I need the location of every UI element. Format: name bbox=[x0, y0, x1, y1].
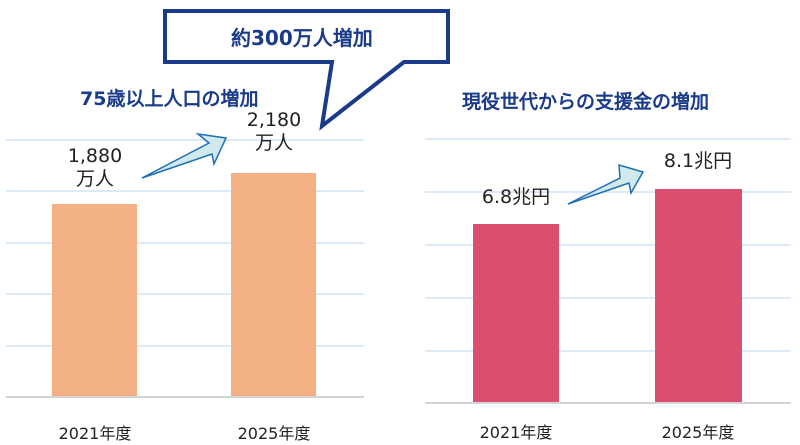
value-label-unit: 万人 bbox=[75, 168, 114, 190]
gridline bbox=[425, 350, 791, 352]
left-chart-title: 75歳以上人口の増加 bbox=[80, 88, 259, 110]
gridline bbox=[425, 244, 791, 246]
increase-arrow-icon bbox=[567, 163, 645, 205]
x-label-2025: 2025年度 bbox=[661, 423, 735, 442]
value-label-number: 2,180 bbox=[246, 109, 302, 131]
gridline bbox=[6, 139, 364, 141]
increase-arrow-icon bbox=[141, 132, 228, 179]
gridline bbox=[6, 293, 364, 295]
gridline bbox=[6, 242, 364, 244]
gridline bbox=[6, 190, 364, 192]
right-chart-title: 現役世代からの支援金の増加 bbox=[462, 91, 710, 113]
value-label-2021: 1,880 万人 bbox=[55, 145, 135, 191]
bar-2021 bbox=[473, 224, 559, 403]
value-label-number: 1,880 bbox=[67, 145, 123, 167]
value-label-2025: 2,180 万人 bbox=[234, 109, 314, 155]
value-label-2025: 8.1兆円 bbox=[663, 150, 733, 172]
gridline bbox=[425, 191, 791, 193]
bar-2025 bbox=[231, 173, 316, 397]
x-label-2025: 2025年度 bbox=[237, 424, 311, 443]
gridline bbox=[425, 297, 791, 299]
x-label-2021: 2021年度 bbox=[58, 424, 132, 443]
gridline bbox=[425, 138, 791, 140]
x-label-2021: 2021年度 bbox=[479, 423, 553, 442]
callout-bubble bbox=[163, 9, 450, 131]
value-label-2021: 6.8兆円 bbox=[481, 186, 551, 208]
x-axis-baseline bbox=[425, 402, 791, 404]
gridline bbox=[6, 345, 364, 347]
bar-2021 bbox=[52, 204, 137, 397]
bar-2025 bbox=[655, 189, 742, 403]
callout-text: 約300万人増加 bbox=[231, 26, 373, 50]
value-label-unit: 万人 bbox=[254, 132, 293, 154]
x-axis-baseline bbox=[6, 396, 364, 398]
